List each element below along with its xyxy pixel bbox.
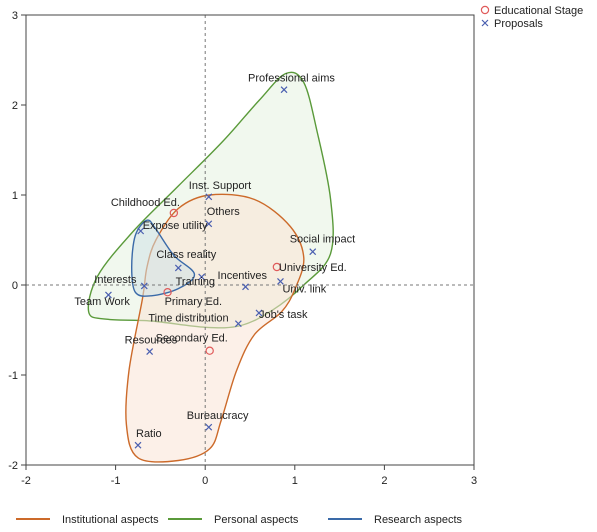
axes: -2 -1 0 1 2 3 -2 -1 0 1 2 3 — [8, 10, 477, 487]
x-tick-label: 1 — [292, 475, 298, 487]
y-tick-label: 1 — [12, 190, 18, 202]
point-others — [205, 220, 213, 228]
point-expose-utility — [137, 227, 145, 235]
label-others: Others — [207, 206, 241, 218]
point-professional-aims — [280, 86, 288, 94]
x-tick-label: 2 — [381, 475, 387, 487]
point-resources — [146, 348, 154, 356]
point-time-distribution — [234, 320, 242, 328]
group-legend-label-personal-aspects: Personal aspects — [214, 514, 299, 526]
y-tick-label: -2 — [8, 460, 18, 472]
legend-label-proposals: Proposals — [494, 18, 543, 30]
label-ratio: Ratio — [136, 428, 162, 440]
point-childhood-ed — [169, 208, 179, 218]
label-incentives: Incentives — [218, 270, 268, 282]
label-childhood-ed: Childhood Ed. — [111, 197, 180, 209]
y-tick-label: 2 — [12, 100, 18, 112]
group-legend-label-institutional-aspects: Institutional aspects — [62, 514, 159, 526]
label-social-impact: Social impact — [290, 234, 355, 246]
label-interests: Interests — [94, 274, 137, 286]
point-primary-ed — [163, 288, 172, 297]
data-points — [105, 86, 317, 449]
label-univ-link: Univ. link — [282, 283, 326, 295]
point-bureaucracy — [205, 423, 213, 431]
reference-lines — [26, 15, 474, 465]
label-expose-utility: Expose utility — [143, 220, 208, 232]
label-secondary-ed: Secondary Ed. — [156, 333, 228, 345]
region-research-aspects — [130, 219, 196, 297]
x-tick-label: 0 — [202, 475, 208, 487]
point-class-reality — [174, 264, 182, 272]
x-tick-label: 3 — [471, 475, 477, 487]
label-class-reality: Class reality — [156, 249, 216, 261]
group-regions — [87, 71, 334, 463]
label-team-work: Team Work — [74, 296, 130, 308]
point-university-ed — [272, 262, 282, 272]
point-univ-link — [277, 277, 284, 285]
label-resources: Resources — [125, 335, 178, 347]
legend-marker-educational-stage — [480, 5, 490, 15]
label-training: Training — [176, 276, 215, 288]
y-tick-label: 0 — [12, 280, 18, 292]
legend-label-educational-stage: Educational Stage — [494, 5, 583, 17]
plot-frame — [25, 14, 475, 466]
y-tick-label: 3 — [12, 10, 18, 22]
point-incentives — [242, 283, 249, 291]
legend-marker-proposals — [481, 19, 489, 27]
group-legend: Institutional aspects Personal aspects Res… — [16, 514, 463, 526]
label-university-ed: University Ed. — [279, 262, 347, 274]
point-job-s-task — [255, 309, 263, 317]
point-inst-support — [205, 193, 213, 201]
label-primary-ed: Primary Ed. — [165, 296, 222, 308]
point-team-work — [105, 291, 112, 299]
group-legend-label-research-aspects: Research aspects — [374, 514, 463, 526]
point-ratio — [134, 441, 142, 449]
x-tick-label: -2 — [21, 475, 31, 487]
x-tick-label: -1 — [111, 475, 121, 487]
label-time-distribution: Time distribution — [148, 313, 228, 325]
point-labels: Childhood Ed. Primary Ed. University Ed. Se… — [74, 73, 355, 441]
point-social-impact — [309, 248, 317, 256]
label-job-s-task: Job's task — [259, 309, 308, 321]
label-professional-aims: Professional aims — [248, 73, 335, 85]
point-interests — [140, 282, 148, 290]
label-inst-support: Inst. Support — [189, 180, 251, 192]
label-bureaucracy: Bureaucracy — [187, 410, 249, 422]
point-training — [198, 273, 206, 281]
y-tick-label: -1 — [8, 370, 18, 382]
point-secondary-ed — [205, 346, 214, 355]
